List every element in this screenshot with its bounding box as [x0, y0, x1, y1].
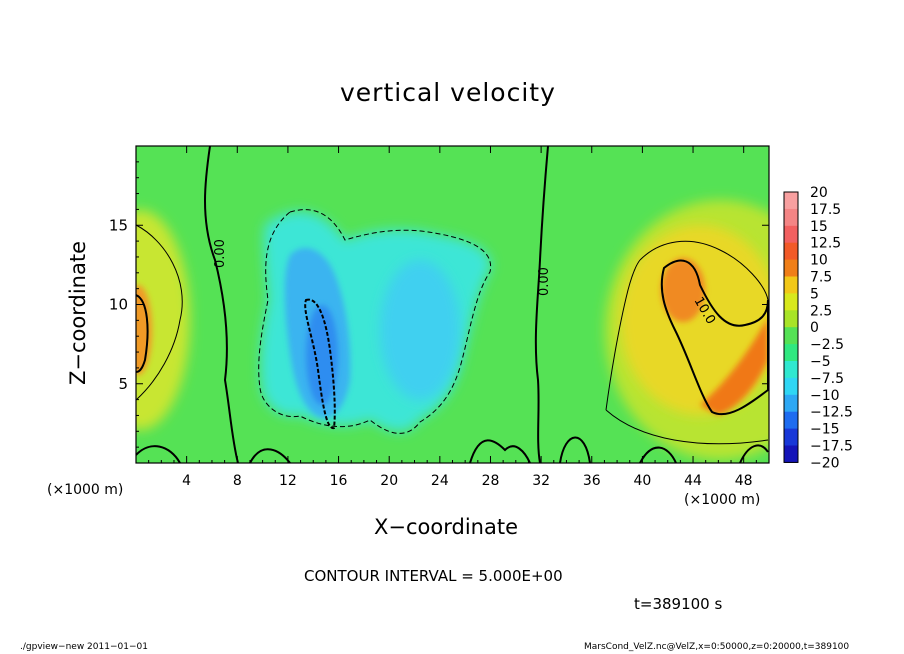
- colorbar-label: 5: [810, 286, 819, 302]
- x-tick-label: 20: [380, 473, 398, 489]
- colorbar-swatch: [784, 445, 798, 463]
- contour-label-zero-right: 0.00: [537, 267, 552, 296]
- contour-positive-right: [660, 259, 769, 416]
- footer-left: ./gpview−new 2011−01−01: [20, 642, 148, 652]
- time-label: t=389100 s: [634, 595, 723, 613]
- colorbar-label: −7.5: [810, 371, 844, 387]
- colorbar-label: −15: [810, 422, 840, 438]
- colorbar: 2017.51512.5107.552.50−2.5−5−7.5−10−12.5…: [783, 185, 853, 471]
- x-unit-label-left: (×1000 m): [47, 482, 124, 498]
- colorbar-swatch: [784, 428, 798, 446]
- cold-patch-center: [380, 260, 460, 400]
- colorbar-label: −12.5: [810, 405, 853, 421]
- contour-label-zero-left: 0.00: [213, 239, 228, 268]
- colorbar-label: 2.5: [810, 303, 832, 319]
- x-tick-label: 12: [279, 473, 297, 489]
- x-axis-label: X−coordinate: [374, 515, 518, 539]
- colorbar-frame: [783, 191, 799, 463]
- chart-title: vertical velocity: [340, 78, 556, 107]
- footer-right: MarsCond_VelZ.nc@VelZ,x=0:50000,z=0:2000…: [584, 642, 850, 652]
- x-axis: 4 8 12 16 20 24 28 32 36 40 44 48: [148, 146, 757, 489]
- warm-halo-left: [136, 210, 190, 430]
- x-tick-label: 36: [583, 473, 601, 489]
- x-tick-label: 16: [330, 473, 348, 489]
- colorbar-swatch: [784, 310, 798, 328]
- colorbar-label: 0: [810, 320, 819, 336]
- colorbar-swatch: [784, 411, 798, 430]
- colorbar-swatch: [784, 259, 798, 277]
- y-axis: 5 10 15: [109, 161, 769, 448]
- colorbar-label: −20: [810, 455, 840, 471]
- colorbar-swatch: [784, 225, 798, 244]
- colorbar-swatch: [784, 293, 798, 311]
- colorbar-label: 12.5: [810, 236, 841, 252]
- contour-zero-left: [204, 146, 239, 463]
- x-tick-label: 8: [233, 473, 242, 489]
- colorbar-label: 7.5: [810, 270, 832, 286]
- colorbar-swatch: [784, 192, 798, 210]
- colorbar-swatch: [784, 242, 798, 261]
- contour-zero-right: [534, 146, 549, 463]
- warm-halo-right-inner: [620, 225, 769, 415]
- colorbar-swatch: [784, 344, 798, 362]
- colorbar-swatch: [784, 377, 798, 396]
- colorbar-label: 15: [810, 219, 828, 235]
- x-tick-label: 40: [633, 473, 651, 489]
- colorbar-label: −5: [810, 354, 831, 370]
- y-axis-label: Z−coordinate: [66, 241, 90, 385]
- x-tick-label: 48: [735, 473, 753, 489]
- y-tick-label: 10: [109, 296, 128, 314]
- y-tick-label: 15: [109, 216, 128, 234]
- colorbar-swatch: [784, 361, 798, 379]
- cold-core-inner: [306, 305, 338, 405]
- colorbar-swatch: [784, 276, 798, 294]
- contour-negative: [258, 209, 492, 434]
- x-unit-label-right: (×1000 m): [684, 492, 761, 508]
- colorbar-label: −10: [810, 388, 840, 404]
- y-tick-label: 5: [118, 375, 128, 393]
- hot-region-right-lower: [700, 318, 768, 415]
- hot-region-left: [136, 285, 152, 375]
- colorbar-swatch: [784, 327, 798, 345]
- x-tick-label: 24: [431, 473, 449, 489]
- contour-outer-right: [605, 240, 769, 445]
- hot-region-right-upper: [661, 258, 705, 322]
- x-tick-label: 28: [482, 473, 500, 489]
- x-tick-label: 4: [182, 473, 191, 489]
- colorbar-label: −2.5: [810, 337, 844, 353]
- x-tick-label: 32: [532, 473, 550, 489]
- contour-negative-core: [304, 298, 336, 429]
- colorbar-label: 10: [810, 253, 828, 269]
- colorbar-label: 17.5: [810, 202, 841, 218]
- x-tick-label: 44: [684, 473, 702, 489]
- contour-positive-left: [136, 294, 149, 373]
- colorbar-swatch: [784, 394, 798, 413]
- contour-interval-text: CONTOUR INTERVAL = 5.000E+00: [304, 567, 563, 585]
- colorbar-label: 20: [810, 185, 828, 201]
- contour-outer-left: [136, 224, 183, 401]
- colorbar-swatch: [784, 208, 798, 227]
- colorbar-label: −17.5: [810, 439, 853, 455]
- plot-area: [136, 146, 769, 463]
- contour-bottom-wiggles: [136, 436, 769, 463]
